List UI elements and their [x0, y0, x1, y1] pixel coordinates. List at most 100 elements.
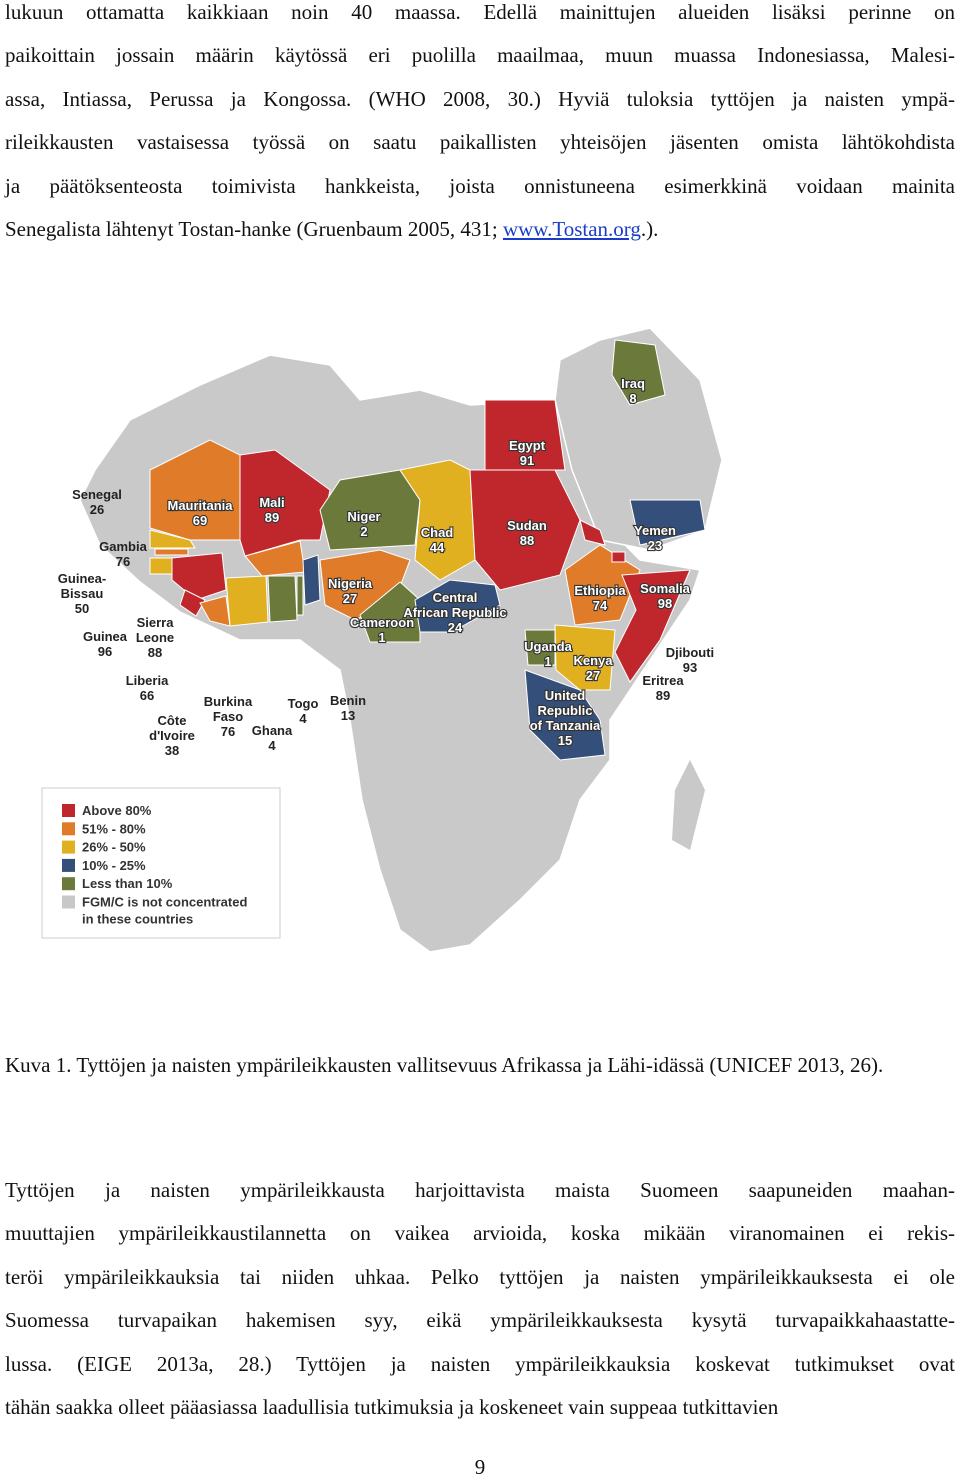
text-line: paikoittain jossain määrin käytössä eri … [5, 43, 955, 68]
country-value: 1 [378, 630, 385, 645]
country-value: 76 [116, 554, 130, 569]
text: Senegalista lähtenyt Tostan-hanke (Gruen… [5, 217, 503, 241]
country-name: Bissau [61, 586, 104, 601]
country-name: Republic [538, 703, 593, 718]
country-region [149, 529, 196, 549]
legend-label: Above 80% [82, 803, 152, 818]
text-line: Suomessa turvapaikan hakemisen syy, eikä… [5, 1308, 955, 1333]
madagascar [672, 760, 705, 850]
country-name: Yemen [634, 523, 676, 538]
text-line: lussa. (EIGE 2013a, 28.) Tyttöjen ja nai… [5, 1351, 955, 1376]
country-region [149, 557, 173, 575]
text-line: ja päätöksenteosta toimivista hankkeista… [5, 173, 955, 198]
country-value: 91 [520, 453, 534, 468]
country-name: United [545, 688, 586, 703]
country-name: d'Ivoire [149, 728, 195, 743]
figure-caption: Kuva 1. Tyttöjen ja naisten ympärileikka… [5, 1053, 884, 1077]
country-region [267, 575, 298, 623]
text: .). [640, 217, 659, 241]
country-region [579, 519, 606, 546]
page-number: 9 [474, 1455, 486, 1479]
country-value: 93 [683, 660, 697, 675]
legend-swatch [62, 822, 75, 836]
country-name: Sudan [507, 518, 547, 533]
country-name: Central [433, 590, 478, 605]
country-value: 89 [265, 510, 279, 525]
country-region [296, 575, 304, 616]
legend-swatch [62, 840, 75, 854]
country-region [239, 449, 331, 557]
text-line: teröi ympärileikkauksia tai niiden uhkaa… [5, 1264, 955, 1289]
country-name: Ghana [252, 723, 293, 738]
country-region [484, 399, 566, 471]
country-region [611, 551, 626, 563]
country-value: 24 [448, 620, 463, 635]
country-name: Benin [330, 693, 366, 708]
country-value: 88 [520, 533, 534, 548]
country-name: Leone [136, 630, 174, 645]
country-name: Sierra [137, 615, 175, 630]
text-line: lukuun ottamatta kaikkiaan noin 40 maass… [5, 0, 955, 24]
country-name: Gambia [99, 539, 147, 554]
country-region [614, 569, 691, 683]
country-region [225, 575, 269, 627]
country-region [524, 669, 606, 761]
country-region [524, 629, 556, 666]
country-value: 76 [221, 724, 235, 739]
link[interactable]: www.Tostan.org [502, 217, 641, 241]
country-region [469, 469, 581, 591]
legend-label: 26% - 50% [82, 840, 146, 855]
country-name: Chad [421, 525, 454, 540]
country-value: 50 [75, 601, 89, 616]
country-name: Kenya [573, 653, 613, 668]
country-region [399, 459, 476, 581]
legend-label: FGM/C is not concentrated [82, 895, 247, 910]
legend-swatch [62, 804, 75, 817]
legend-label: Less than 10% [82, 876, 173, 891]
legend-swatch [62, 877, 75, 891]
country-value: 96 [98, 644, 112, 659]
country-value: 27 [586, 668, 600, 683]
country-name: Nigeria [328, 576, 373, 591]
country-name: Guinea [83, 629, 128, 644]
country-value: 69 [193, 513, 207, 528]
country-value: 13 [341, 708, 355, 723]
country-name: Mali [259, 495, 284, 510]
country-name: Senegal [72, 487, 122, 502]
country-value: 44 [430, 540, 445, 555]
legend-swatch [62, 895, 75, 909]
country-name: Liberia [126, 673, 169, 688]
country-region [154, 548, 189, 556]
country-value: 8 [629, 391, 636, 406]
country-name: African Republic [403, 605, 506, 620]
text-line: tähän saakka olleet pääasiassa laadullis… [5, 1395, 779, 1419]
country-value: 38 [165, 743, 179, 758]
country-region [629, 499, 706, 546]
country-name: Djibouti [666, 645, 714, 660]
country-name: Burkina [204, 694, 253, 709]
text-line: muuttajien ympärileikkaustilannetta on v… [5, 1221, 955, 1246]
country-name: Côte [158, 713, 187, 728]
country-name: Ethiopia [574, 583, 626, 598]
country-value: 88 [148, 645, 162, 660]
country-value: 4 [299, 711, 307, 726]
country-region [171, 552, 227, 601]
country-value: 27 [343, 591, 357, 606]
country-name: of Tanzania [530, 718, 601, 733]
country-value: 74 [593, 598, 608, 613]
country-value: 23 [648, 538, 662, 553]
legend-swatch [62, 858, 75, 872]
country-name: Niger [347, 509, 380, 524]
country-value: 1 [544, 654, 551, 669]
country-region [414, 579, 501, 633]
country-region [302, 554, 321, 606]
country-name: Guinea- [58, 571, 106, 586]
legend-box [41, 787, 281, 939]
text-line: assa, Intiassa, Perussa ja Kongossa. (WH… [5, 86, 955, 111]
legend-label: 10% - 25% [82, 858, 146, 873]
country-value: 26 [90, 502, 104, 517]
country-name: Togo [288, 696, 319, 711]
country-name: Somalia [640, 581, 691, 596]
